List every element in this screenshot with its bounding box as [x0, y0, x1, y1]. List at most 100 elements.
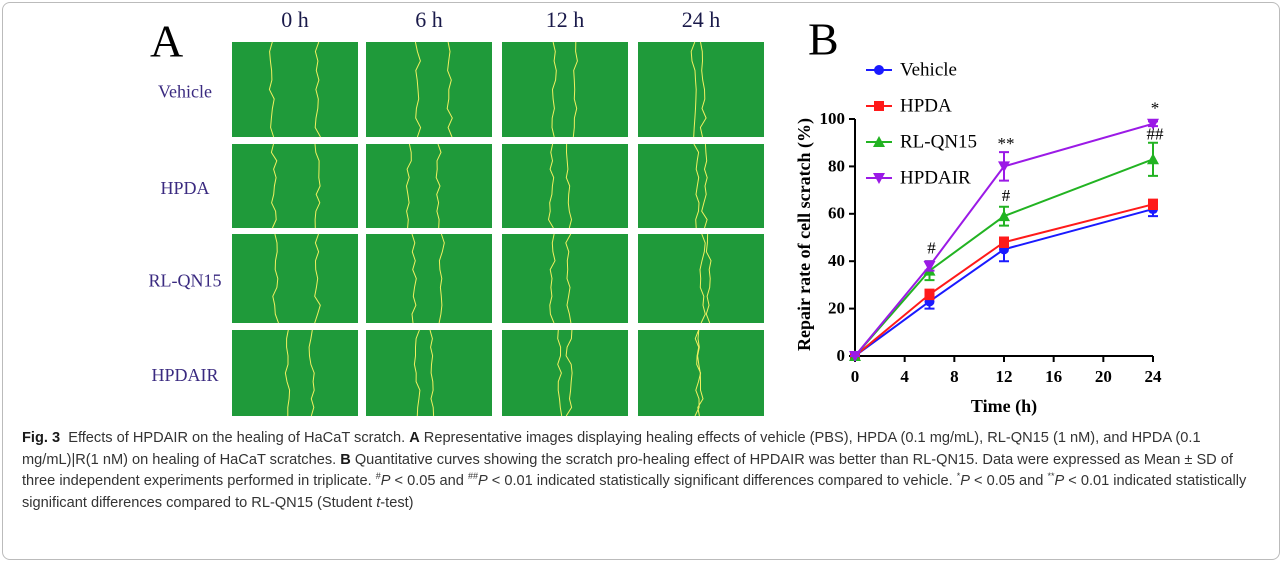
y-axis-label: Repair rate of cell scratch (%)	[794, 118, 815, 351]
scratch-edge	[565, 233, 572, 324]
point	[1147, 153, 1159, 165]
point	[1148, 199, 1158, 210]
annotation: #	[927, 238, 936, 257]
scratch-edge	[557, 329, 563, 417]
panel-label: B	[808, 14, 839, 65]
caption-text: B	[340, 451, 351, 468]
scratch-edge	[572, 41, 578, 138]
point	[923, 260, 936, 272]
caption-text: P	[1054, 473, 1065, 489]
scratch-edge	[284, 329, 291, 416]
legend-label: HPDAIR	[900, 167, 971, 188]
x-tick-label: 16	[1045, 367, 1062, 386]
scratch-edge	[697, 329, 704, 417]
scratch-edge	[438, 233, 445, 324]
scratch-edge	[314, 143, 321, 229]
y-tick-label: 20	[828, 299, 845, 318]
micrograph	[366, 42, 492, 137]
caption-text: Representative images displaying healing…	[22, 430, 1205, 468]
scratch-edge	[268, 41, 275, 138]
legend-marker	[874, 101, 884, 111]
caption-text: P	[960, 473, 970, 489]
micrograph	[638, 144, 764, 228]
series-line	[854, 158, 1154, 357]
micrograph	[366, 330, 492, 416]
row-label: HPDAIR	[151, 365, 218, 385]
y-tick-label: 60	[828, 204, 845, 223]
point	[999, 237, 1009, 248]
caption-text: A	[409, 430, 420, 446]
scratch-edge	[446, 41, 453, 138]
caption-text: ##	[467, 471, 478, 482]
scratch-edge	[308, 329, 315, 417]
caption: Fig. 3 Effects of HPDAIR on the healing …	[22, 428, 1267, 514]
column-header: 24 h	[682, 7, 721, 32]
caption-text: Fig. 3	[22, 430, 61, 446]
micrograph	[366, 234, 492, 323]
point	[998, 210, 1010, 222]
scratch-edge	[314, 41, 321, 138]
scratch-edge	[701, 143, 708, 229]
legend-marker	[874, 65, 884, 75]
micrograph	[232, 330, 358, 416]
scratch-edge	[699, 233, 706, 324]
caption-text: -test)	[380, 494, 414, 511]
y-tick-label: 0	[837, 346, 846, 365]
column-header: 6 h	[415, 7, 443, 32]
y-tick-label: 100	[820, 109, 846, 128]
series-line	[854, 208, 1154, 357]
micrograph	[232, 42, 358, 137]
caption-text: < 0.05 and	[390, 473, 468, 489]
series-line	[854, 122, 1154, 357]
micrograph	[366, 144, 492, 228]
point	[998, 161, 1010, 173]
legend-label: RL-QN15	[900, 131, 977, 152]
micrograph	[232, 234, 358, 323]
x-axis-label: Time (h)	[971, 396, 1037, 417]
annotation: #	[1002, 186, 1011, 205]
scratch-edge	[405, 143, 412, 229]
micrograph	[638, 42, 764, 137]
x-tick-label: 20	[1095, 367, 1112, 386]
scratch-edge	[411, 233, 417, 324]
annotation: **	[998, 134, 1015, 153]
row-label: RL-QN15	[149, 271, 222, 291]
scratch-edge	[565, 329, 573, 417]
scratch-edge	[414, 41, 422, 138]
x-tick-label: 8	[950, 367, 959, 386]
legend-marker	[873, 136, 885, 147]
micrograph	[502, 144, 628, 228]
x-tick-label: 24	[1145, 367, 1163, 386]
caption-text: t	[376, 494, 381, 511]
scratch-edge	[314, 233, 321, 324]
scratch-edge	[699, 41, 707, 138]
panel-label: A	[150, 16, 183, 67]
scratch-edge	[549, 233, 556, 324]
scratch-edge	[272, 233, 279, 324]
caption-text: < 0.05 and	[969, 473, 1048, 489]
scratch-edge	[429, 329, 435, 417]
scratch-edge	[413, 329, 421, 417]
micrograph	[502, 42, 628, 137]
caption-text: < 0.01 indicated statistically significa…	[487, 473, 957, 489]
caption-text: Effects of HPDAIR on the healing of HaCa…	[60, 430, 410, 446]
scratch-edge	[705, 233, 712, 324]
x-tick-label: 4	[900, 367, 909, 386]
scratch-edge	[547, 143, 555, 229]
series-line	[854, 203, 1154, 357]
column-header: 12 h	[546, 7, 585, 32]
point	[1147, 118, 1159, 130]
column-header: 0 h	[281, 7, 309, 32]
row-label: Vehicle	[158, 82, 212, 102]
y-tick-label: 80	[828, 156, 845, 175]
micrograph	[502, 234, 628, 323]
caption-text: P	[477, 473, 488, 489]
point	[924, 289, 935, 300]
legend-label: Vehicle	[900, 59, 957, 80]
annotation: ##	[1147, 124, 1165, 143]
y-tick-label: 40	[828, 251, 845, 270]
annotation: *	[1151, 98, 1160, 117]
caption-text: #	[375, 471, 381, 482]
scratch-edge	[270, 143, 278, 229]
